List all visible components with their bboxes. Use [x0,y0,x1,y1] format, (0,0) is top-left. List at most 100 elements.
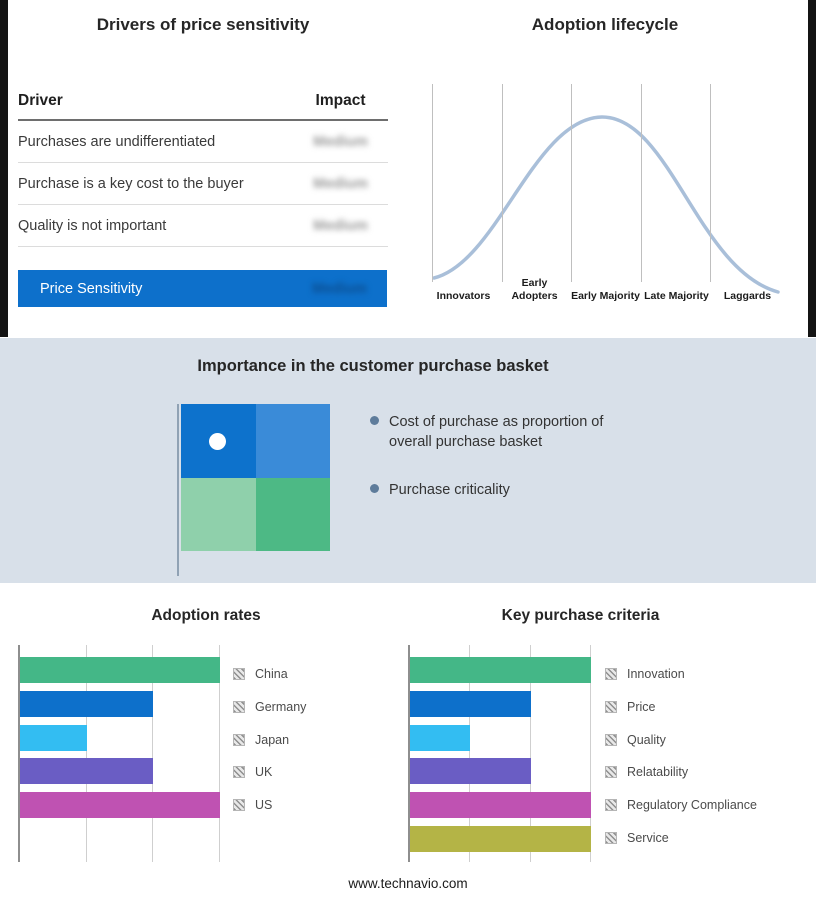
bar-price [410,690,531,717]
quadrant-axis-line [177,404,179,576]
bar-relatability [410,758,531,785]
legend-item-service: Service [605,831,669,845]
legend-swatch-icon [605,766,617,779]
basket-bullet-list: Cost of purchase as proportion of overal… [370,412,642,528]
col-impact: Impact [315,92,366,109]
legend-item-us: US [233,798,272,812]
purchase-basket-section: Importance in the customer purchase bask… [0,338,816,583]
legend-item-innovation: Innovation [605,667,685,681]
bar-regulatory-compliance [410,792,591,819]
impact-cell-blurred: Medium [313,217,368,234]
legend-item-price: Price [605,700,655,714]
legend-swatch-icon [605,799,617,812]
footer-url: www.technavio.com [348,876,468,891]
basket-section-title: Importance in the customer purchase bask… [197,357,549,375]
bullet-text: Purchase criticality [389,482,510,498]
legend-swatch-icon [605,668,617,680]
gridline [590,645,591,862]
impact-cell-blurred: Medium [313,175,368,192]
gridline [469,645,471,862]
bar-us [20,792,220,819]
adoption-lifecycle-chart: Innovators Early Adopters Early Majority… [432,84,780,308]
list-item: Cost of purchase as proportion of overal… [370,412,642,452]
legend-swatch-icon [605,733,617,746]
impact-cell-blurred: Medium [313,133,368,150]
legend-item-uk: UK [233,765,272,779]
gridline [219,645,220,862]
legend-label: Germany [255,699,307,714]
table-row: Purchases are undifferentiated Medium [18,121,388,163]
stage-label-late-majority: Late Majority [644,290,709,303]
stage-separator [432,84,433,282]
legend-item-china: China [233,667,288,681]
legend-label: Regulatory Compliance [627,798,757,813]
stage-separator [641,84,642,282]
legend-swatch-icon [233,799,245,812]
col-driver: Driver [18,92,63,109]
drivers-table: Driver Impact Purchases are undifferenti… [18,92,388,247]
page-edge-left [0,0,8,337]
drivers-table-header: Driver Impact [18,92,388,121]
legend-label: Price [627,699,656,714]
bar-innovation [410,657,591,683]
legend-label: Quality [627,732,666,747]
legend-label: China [255,667,288,681]
legend-item-quality: Quality [605,733,666,747]
legend-label: Relatability [627,765,689,780]
bar-china [20,657,220,683]
quadrant-bottom-left [181,477,256,551]
legend-swatch-icon [605,832,617,844]
bar-quality [410,724,471,751]
legend-label: Service [627,831,669,845]
legend-label: UK [255,765,273,780]
table-row: Quality is not important Medium [18,205,388,247]
stage-label-early-majority: Early Majority [571,290,640,303]
gridline [152,645,154,862]
quadrant-top-right [255,404,330,478]
position-dot-icon [209,433,226,450]
stage-label-early-adopters: Early Adopters [511,276,558,303]
lifecycle-panel-title: Adoption lifecycle [531,15,679,34]
legend-item-regulatory-compliance: Regulatory Compliance [605,798,757,812]
adoption-rates-title: Adoption rates [151,607,261,624]
price-sensitivity-bar: Price Sensitivity Medium [18,270,387,307]
legend-swatch-icon [233,700,245,713]
legend-swatch-icon [233,668,245,680]
legend-item-japan: Japan [233,733,289,747]
stage-separator [571,84,572,282]
gridline [85,645,87,862]
legend-swatch-icon [233,766,245,779]
gridline [529,645,531,862]
bar-service [410,826,591,852]
stage-labels: Innovators Early Adopters Early Majority… [428,270,784,304]
stage-separator [710,84,711,282]
chart-legend: China Germany Japan UK US [233,645,343,862]
list-item: Purchase criticality [370,480,642,500]
stage-separator [502,84,503,282]
legend-swatch-icon [605,700,617,713]
legend-label: US [255,798,273,813]
quadrant-bottom-right [255,477,330,551]
legend-label: Japan [255,732,290,747]
price-sensitivity-label: Price Sensitivity [40,280,143,297]
bullet-icon [370,416,379,425]
quadrant-graphic [181,404,330,551]
key-purchase-criteria-title: Key purchase criteria [501,607,660,624]
table-row: Purchase is a key cost to the buyer Medi… [18,163,388,205]
legend-item-germany: Germany [233,700,306,714]
key-purchase-criteria-chart: Innovation Price Quality Relatability Regula… [408,645,803,862]
stage-label-laggards: Laggards [723,290,772,303]
stage-label-innovators: Innovators [436,290,491,303]
bullet-icon [370,484,379,493]
drivers-panel-title: Drivers of price sensitivity [96,15,310,34]
chart-plot-area [18,645,220,862]
driver-cell: Purchases are undifferentiated [18,133,216,150]
adoption-rates-chart: China Germany Japan UK US [18,645,348,862]
legend-item-relatability: Relatability [605,765,688,779]
bullet-text: Cost of purchase as proportion of overal… [389,414,604,450]
bell-curve [432,115,780,294]
legend-label: Innovation [627,667,685,681]
impact-cell-blurred: Medium [312,280,367,297]
chart-legend: Innovation Price Quality Relatability Regula… [605,645,800,862]
